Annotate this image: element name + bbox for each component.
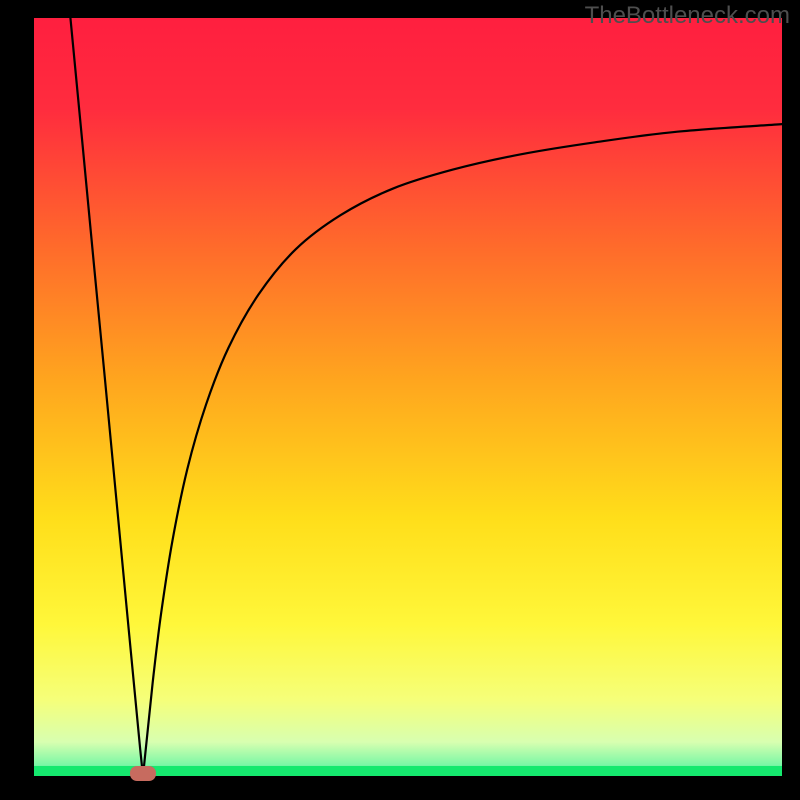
bottleneck-chart xyxy=(0,0,800,800)
chart-container: TheBottleneck.com xyxy=(0,0,800,800)
trough-marker xyxy=(130,766,156,781)
